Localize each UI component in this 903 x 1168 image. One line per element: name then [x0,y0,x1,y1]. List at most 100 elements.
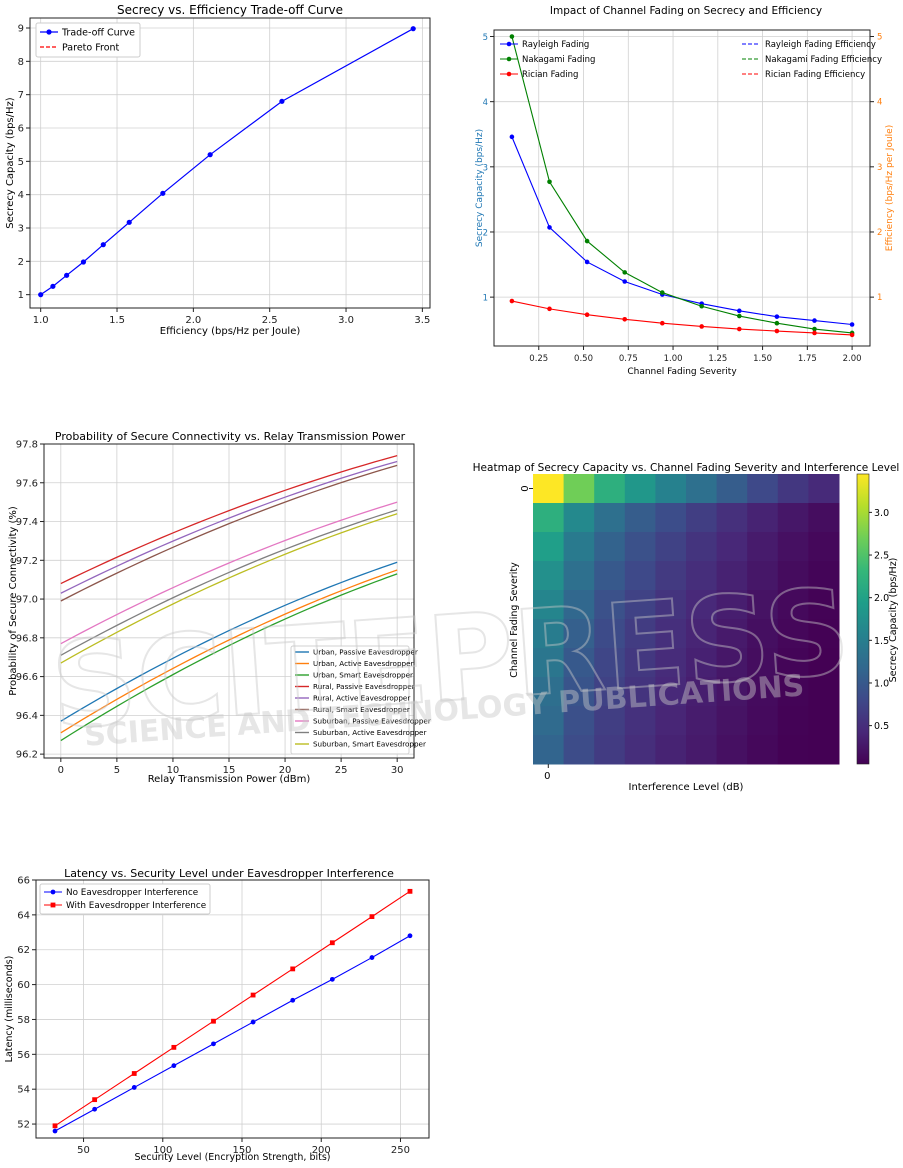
y-tick-label: 97.8 [16,440,38,451]
series-line-trade-off [40,28,414,296]
data-point [64,272,70,278]
y-tick-label: 52 [17,1120,30,1131]
data-point [92,1106,98,1112]
heatmap-cell [594,532,626,562]
heatmap-cell [686,561,718,591]
x-axis-label: Relay Transmission Power (dBm) [148,774,311,785]
chart-title: Secrecy vs. Efficiency Trade-off Curve [117,3,343,17]
heatmap-cell [716,474,748,504]
heatmap-cell [563,561,595,591]
legend-left: Rayleigh Fading Nakagami Fading Rician Fad… [500,40,595,80]
heatmap-cell [686,648,718,678]
data-point [80,259,87,265]
series-line-1 [60,569,398,734]
x-tick-label: 0.75 [619,354,638,364]
heatmap-cell [563,677,595,707]
x-tick-label: 100 [153,1145,172,1156]
plot-frame [29,17,431,309]
data-point [50,889,56,895]
colorbar-tick-label: 3.0 [874,508,889,519]
x-tick-label: 10 [167,765,180,776]
y-tick-label: 2 [483,228,488,238]
heatmap-cell [624,619,656,649]
connectivity-chart: 0 5 10 15 20 25 30 96.2 96.4 96.6 96.8 97.0 97.2 97.4… [8,430,431,785]
y-tick-label: 4 [18,190,24,201]
y-tick-label: 54 [17,1085,30,1096]
series-line-4 [60,460,398,594]
x-axis-label: Efficiency (bps/Hz per Joule) [160,326,301,337]
heatmap-cell [594,474,626,504]
y-tick-label: 60 [17,980,30,991]
legend-label: Rician Fading [522,70,578,80]
heatmap-cell [777,532,809,562]
heatmap-cell [624,648,656,678]
data-point [52,1128,58,1134]
x-tick-label: 1.5 [109,315,125,326]
heatmap-cell [624,735,656,765]
heatmap-cell [808,561,840,591]
y-tick-label: 5 [483,33,488,43]
heatmap-cell [777,619,809,649]
y2-tick-label: 5 [877,33,882,43]
heatmap-cell [563,735,595,765]
y-tick-label: 97.0 [16,595,38,606]
plot-frame [493,29,871,347]
heatmap-cell [594,619,626,649]
legend-label: Rural, Smart Eavesdropper [313,705,410,714]
y-tick-label: 2 [18,257,24,268]
heatmap-cell [624,561,656,591]
colorbar-tick-label: 2.0 [874,593,889,604]
heatmap-cell [533,648,565,678]
y-tick-label: 97.4 [16,517,38,528]
legend-box [39,883,211,915]
y-tick-label: 58 [17,1015,30,1026]
heatmap-cell [533,590,565,620]
heatmap-cell [747,561,779,591]
heatmap-cell [777,503,809,533]
heatmap-cell [716,677,748,707]
x-axis-label: Channel Fading Severity [627,367,737,377]
colorbar-tick-label: 1.5 [874,636,889,647]
x-tick-label: 3.0 [338,315,354,326]
colorbar-label: Secrecy Capacity (bps/Hz) [888,558,899,683]
y-tick-label: 97.6 [16,478,38,489]
y-tick-label: 8 [18,57,24,68]
heatmap-cell [655,706,687,736]
heatmap-cell [624,474,656,504]
legend-label: Rayleigh Fading Efficiency [765,40,876,50]
data-point [92,1097,98,1103]
heatmap-cell [716,532,748,562]
series-line-1 [511,36,853,334]
legend-label: Rural, Passive Eavesdropper [313,682,415,691]
x-tick-label: 5 [114,765,120,776]
heatmap-cell [655,735,687,765]
legend-label: Rayleigh Fading [522,40,589,50]
data-point [699,324,704,329]
heatmap-cell [686,735,718,765]
heatmap-cell [686,503,718,533]
x-tick-label: 2.5 [262,315,278,326]
heatmap-cell [777,648,809,678]
data-point [250,992,256,998]
data-point [329,940,335,946]
data-point [207,152,213,158]
data-point [407,933,413,939]
y-tick-label: 96.8 [16,633,38,644]
x-axis-label: Interference Level (dB) [629,782,744,793]
data-point [622,316,628,322]
x-tick-label: 3.5 [414,315,430,326]
colorbar-tick-label: 1.0 [874,678,889,689]
data-point [584,312,590,318]
colorbar-tick-label: 0.5 [874,721,889,732]
y2-axis-label: Efficiency (bps/Hz per Joule) [885,125,895,251]
data-point [211,1041,216,1047]
legend-label: Urban, Active Eavesdropper [313,659,413,668]
legend-label: With Eavesdropper Interference [66,901,206,911]
data-point [290,966,296,972]
series-line-1 [54,890,411,1127]
y-tick-label: 66 [17,876,30,887]
heatmap-cell [563,532,595,562]
data-point [509,134,515,140]
data-point [171,1063,177,1069]
data-point [622,270,628,275]
